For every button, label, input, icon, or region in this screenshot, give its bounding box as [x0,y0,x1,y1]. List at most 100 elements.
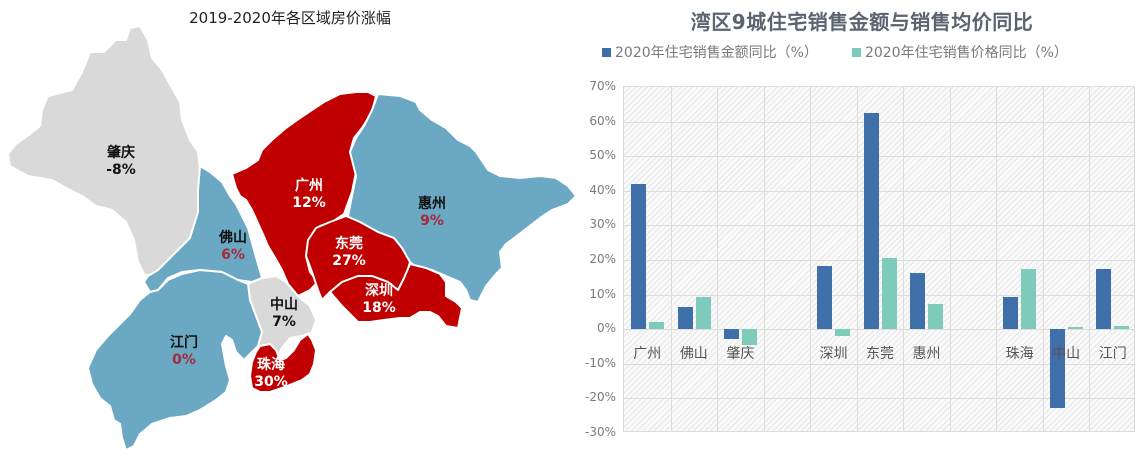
bar-sales-amount[interactable] [631,183,646,330]
x-category-label: 佛山 [679,346,708,363]
gridline-horizontal [624,329,1134,331]
map-label-guangzhou: 广州 12% [292,178,326,212]
gridline-horizontal [624,225,1134,227]
y-tick-label: 30% [589,217,616,232]
y-tick-label: -30% [584,425,616,439]
greater-bay-area-map [7,25,577,451]
price-change-map-panel: 2019-2020年各区域房价涨幅 肇庆 -8% 广州 12% 惠州 9% 佛山… [7,9,577,451]
x-category-label: 东莞 [866,346,894,363]
region-pct: -8% [106,162,136,178]
bar-sales-price[interactable] [1067,327,1083,330]
map-region-zhuhai[interactable] [249,333,317,393]
map-label-foshan: 佛山 6% [219,230,247,264]
plot-area: 广州 佛山 肇庆 深圳 东莞 惠州 珠海 中山 江门 [623,86,1135,432]
bar-sales-amount[interactable] [863,113,879,330]
bar-sales-amount[interactable] [1049,329,1065,408]
bar-sales-price[interactable] [742,329,758,346]
map-label-shenzhen: 深圳 18% [362,283,396,317]
y-tick-label: 10% [589,286,616,301]
map-region-guangzhou[interactable] [231,91,377,297]
region-pct: 18% [362,300,396,316]
legend-label: 2020年住宅销售价格同比（%） [864,45,1068,61]
x-category-label: 惠州 [912,346,941,363]
legend-swatch-blue-icon [602,47,611,57]
region-name: 江门 [170,335,198,351]
gridline-horizontal [624,156,1134,158]
gridline-vertical [996,87,998,431]
bar-sales-price[interactable] [928,303,944,330]
map-label-zhongshan: 中山 7% [270,297,298,331]
bar-sales-price[interactable] [881,257,897,330]
y-tick-label: 60% [589,113,616,128]
bar-sales-amount[interactable] [817,266,833,330]
gridline-vertical [670,87,672,431]
y-tick-label: 0% [596,321,616,336]
chart-legend: 2020年住宅销售金额同比（%） 2020年住宅销售价格同比（%） [602,42,1068,62]
bar-sales-amount[interactable] [1096,269,1112,330]
gridline-horizontal [624,121,1134,123]
map-label-jiangmen: 江门 0% [170,335,198,369]
gridline-horizontal [624,190,1134,192]
region-name: 东莞 [334,236,363,252]
region-name: 广州 [294,178,323,194]
legend-item-sales-price: 2020年住宅销售价格同比（%） [851,42,1068,62]
x-category-label: 珠海 [1005,346,1034,363]
y-tick-label: -20% [584,390,616,405]
legend-item-sales-amount: 2020年住宅销售金额同比（%） [602,42,818,62]
gridline-vertical [1042,87,1044,431]
region-pct: 30% [254,374,288,390]
y-tick-label: -10% [584,355,616,370]
bar-sales-amount[interactable] [724,329,740,339]
region-pct: 6% [221,247,245,263]
gridline-vertical [903,87,905,431]
map-title: 2019-2020年各区域房价涨幅 [189,9,391,27]
y-tick-label: 40% [589,182,616,197]
bar-sales-amount[interactable] [910,273,926,330]
legend-swatch-teal-icon [851,47,861,57]
x-category-label: 深圳 [819,346,848,363]
gridline-vertical [1089,87,1091,431]
bar-sales-price[interactable] [695,296,711,330]
region-name: 深圳 [364,283,393,299]
x-category-label: 江门 [1098,346,1127,363]
bar-sales-price[interactable] [1021,269,1037,330]
gridline-vertical [717,87,719,431]
map-region-shenzhen[interactable] [329,263,463,329]
gridline-vertical [763,87,765,431]
region-name: 中山 [270,297,298,313]
region-name: 肇庆 [107,145,135,161]
x-category-label: 中山 [1052,346,1081,363]
map-region-jiangmen[interactable] [87,269,263,451]
bar-sales-amount[interactable] [1003,297,1019,330]
region-name: 珠海 [256,357,285,373]
region-name: 佛山 [219,230,247,246]
bar-sales-price[interactable] [835,329,851,337]
bar-sales-amount[interactable] [677,307,693,330]
x-category-label: 肇庆 [726,346,755,363]
region-name: 惠州 [418,196,446,212]
y-tick-label: 70% [589,79,616,93]
region-pct: 27% [332,253,366,269]
map-region-zhaoqing[interactable] [7,25,201,277]
region-pct: 9% [420,213,444,229]
bar-sales-price[interactable] [1114,326,1130,330]
gridline-horizontal [624,398,1134,400]
map-label-dongguan: 东莞 27% [332,236,366,270]
gridline-vertical [856,87,858,431]
map-label-zhaoqing: 肇庆 -8% [106,145,136,179]
gridline-horizontal [624,260,1134,261]
x-category-label: 广州 [633,346,662,363]
gridline-vertical [810,87,812,431]
gridline-vertical [949,87,951,431]
chart-title: 湾区9城住宅销售金额与销售均价同比 [690,10,1034,34]
region-pct: 0% [172,352,196,368]
gridline-horizontal [624,363,1134,365]
legend-label: 2020年住宅销售金额同比（%） [615,45,818,61]
map-label-huizhou: 惠州 9% [418,196,446,230]
region-pct: 12% [292,195,326,211]
sales-yoy-chart-panel: 湾区9城住宅销售金额与销售均价同比 2020年住宅销售金额同比（%） 2020年… [580,0,1144,457]
bar-sales-price[interactable] [649,321,664,330]
y-tick-label: 20% [589,252,616,266]
region-pct: 7% [272,314,296,330]
gridline-horizontal [624,294,1134,296]
